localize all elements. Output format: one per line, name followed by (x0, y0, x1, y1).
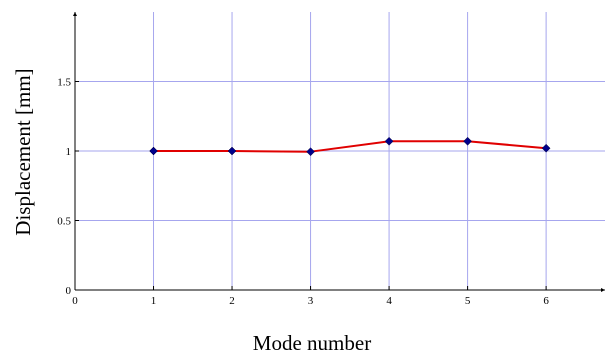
data-point-1 (149, 146, 158, 156)
x-tick-label-2: 2 (229, 295, 235, 307)
y-tick-label-0.5: 0.5 (57, 216, 71, 228)
tick-labels: 0 1 2 3 4 5 6 0 0.5 1 1.5 (57, 77, 549, 308)
data-point-4 (384, 136, 394, 146)
x-axis-title: Mode number (253, 331, 371, 355)
x-axis-arrow (601, 288, 605, 292)
data-point-2 (227, 146, 237, 156)
x-tick-label-0: 0 (72, 295, 78, 307)
y-tick-label-1: 1 (66, 146, 72, 158)
axes (73, 12, 605, 292)
y-axis-title: Displacement [mm] (11, 68, 35, 235)
y-tick-label-1.5: 1.5 (57, 77, 71, 89)
x-tick-label-6: 6 (543, 295, 549, 307)
x-tick-label-1: 1 (151, 295, 157, 307)
x-tick-label-5: 5 (465, 295, 471, 307)
data-point-3 (306, 147, 315, 157)
series-line-0 (153, 140, 547, 153)
y-axis-arrow (73, 12, 77, 16)
data-point-6 (541, 143, 551, 153)
data-point-5 (463, 136, 472, 146)
plot-area (149, 136, 551, 157)
x-tick-label-3: 3 (308, 295, 314, 307)
y-tick-label-0: 0 (66, 285, 72, 297)
x-tick-label-4: 4 (386, 295, 392, 307)
